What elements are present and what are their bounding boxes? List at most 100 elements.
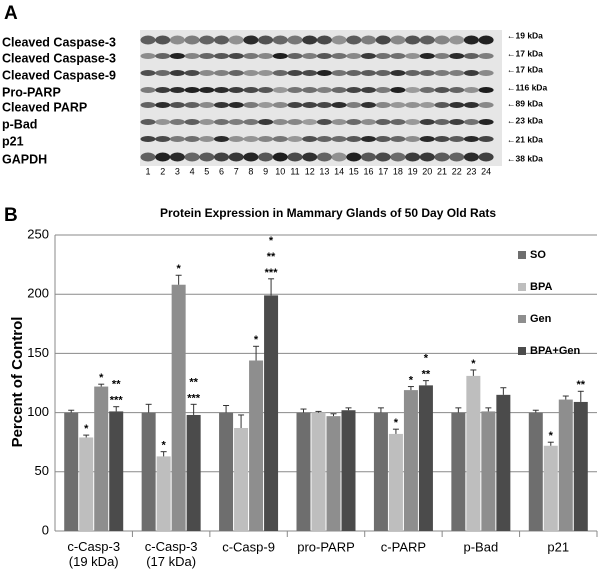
blot-band — [228, 53, 244, 59]
blot-band — [331, 87, 347, 93]
blot-band — [463, 119, 479, 125]
blot-band — [184, 87, 200, 93]
lane-number: 2 — [160, 166, 165, 176]
blot-band — [361, 102, 376, 108]
protein-label: Pro-PARP — [2, 85, 61, 99]
panel-label: A — [4, 3, 18, 24]
bar — [341, 410, 356, 531]
blot-band — [155, 102, 171, 108]
bar — [219, 412, 234, 531]
bar — [156, 456, 171, 531]
blot-band — [184, 53, 200, 59]
lane-number: 1 — [145, 166, 150, 176]
blot-band — [405, 119, 421, 125]
blot-band — [272, 53, 288, 59]
bar — [94, 386, 109, 531]
blot-band — [361, 53, 376, 59]
blot-band — [405, 70, 421, 76]
blot-band — [434, 136, 450, 142]
blot-band — [449, 152, 465, 162]
panel-label: B — [4, 205, 18, 226]
marker-label: ←23 kDa — [507, 115, 543, 125]
lane-number: 16 — [363, 166, 373, 176]
blot-band — [405, 136, 421, 142]
blot-band — [169, 87, 185, 93]
x-tick-label: c-Casp-3 (17 kDa) — [145, 539, 198, 569]
blot-band — [228, 35, 244, 45]
blot-band — [316, 35, 332, 45]
blot-band — [331, 152, 347, 162]
protein-label: Cleaved PARP — [2, 100, 87, 114]
blot-band — [169, 136, 185, 142]
marker-label: ←19 kDa — [507, 30, 543, 40]
blot-band — [390, 53, 406, 59]
lane-number: 13 — [319, 166, 329, 176]
blot-band — [390, 70, 406, 76]
blot-band — [375, 87, 391, 93]
bar — [573, 401, 588, 531]
x-tick-label: c-PARP — [381, 539, 426, 554]
blot-band — [184, 102, 200, 108]
protein-label: p21 — [2, 134, 24, 148]
blot-band — [272, 119, 288, 125]
chart-title: Protein Expression in Mammary Glands of … — [160, 206, 496, 220]
marker-label: ←17 kDa — [507, 48, 543, 58]
protein-label: Cleaved Caspase-3 — [2, 35, 116, 49]
blot-band — [169, 53, 185, 59]
blot-band — [346, 152, 362, 162]
blot-band — [449, 35, 465, 45]
blot-band — [361, 136, 376, 142]
marker-label: ←38 kDa — [507, 153, 543, 163]
blot-band — [302, 102, 318, 108]
blot-band — [346, 87, 362, 93]
blot-band — [243, 152, 259, 162]
significance-label: * — [162, 440, 167, 452]
blot-band — [155, 119, 171, 125]
blot-band — [361, 87, 376, 93]
blot-band — [346, 35, 362, 45]
blot-band — [272, 87, 288, 93]
blot-band — [390, 87, 406, 93]
lane-number: 10 — [275, 166, 285, 176]
blot-band — [258, 152, 274, 162]
blot-band — [316, 53, 332, 59]
bar — [373, 412, 388, 531]
y-tick-label: 50 — [35, 463, 49, 478]
blot-band — [419, 136, 435, 142]
blot-band — [214, 102, 229, 108]
blot-band — [449, 70, 465, 76]
marker-label: ←21 kDa — [507, 134, 543, 144]
blot-band — [331, 70, 347, 76]
blot-band — [184, 152, 200, 162]
lane-number: 22 — [452, 166, 462, 176]
blot-band — [302, 35, 318, 45]
blot-band — [434, 53, 450, 59]
blot-band — [243, 119, 259, 125]
blot-band — [316, 119, 332, 125]
blot-band — [214, 136, 229, 142]
y-axis-label: Percent of Control — [9, 317, 26, 448]
blot-band — [302, 136, 318, 142]
blot-band — [214, 152, 229, 162]
blot-band — [434, 102, 450, 108]
x-tick-label: pro-PARP — [297, 539, 355, 554]
blot-band — [478, 102, 494, 108]
blot-band — [228, 102, 244, 108]
blot-band — [478, 70, 494, 76]
legend-label: SO — [530, 249, 546, 261]
blot-band — [405, 35, 421, 45]
significance-label: * — [471, 358, 476, 370]
blot-band — [449, 53, 465, 59]
blot-band — [243, 70, 259, 76]
blot-band — [140, 35, 156, 45]
blot-band — [228, 152, 244, 162]
blot-band — [140, 102, 156, 108]
blot-band — [419, 35, 435, 45]
bar — [141, 412, 156, 531]
blot-band — [302, 70, 318, 76]
bar — [403, 390, 418, 531]
blot-band — [199, 102, 215, 108]
blot-band — [169, 70, 185, 76]
blot-band — [155, 53, 171, 59]
lane-number: 9 — [263, 166, 268, 176]
